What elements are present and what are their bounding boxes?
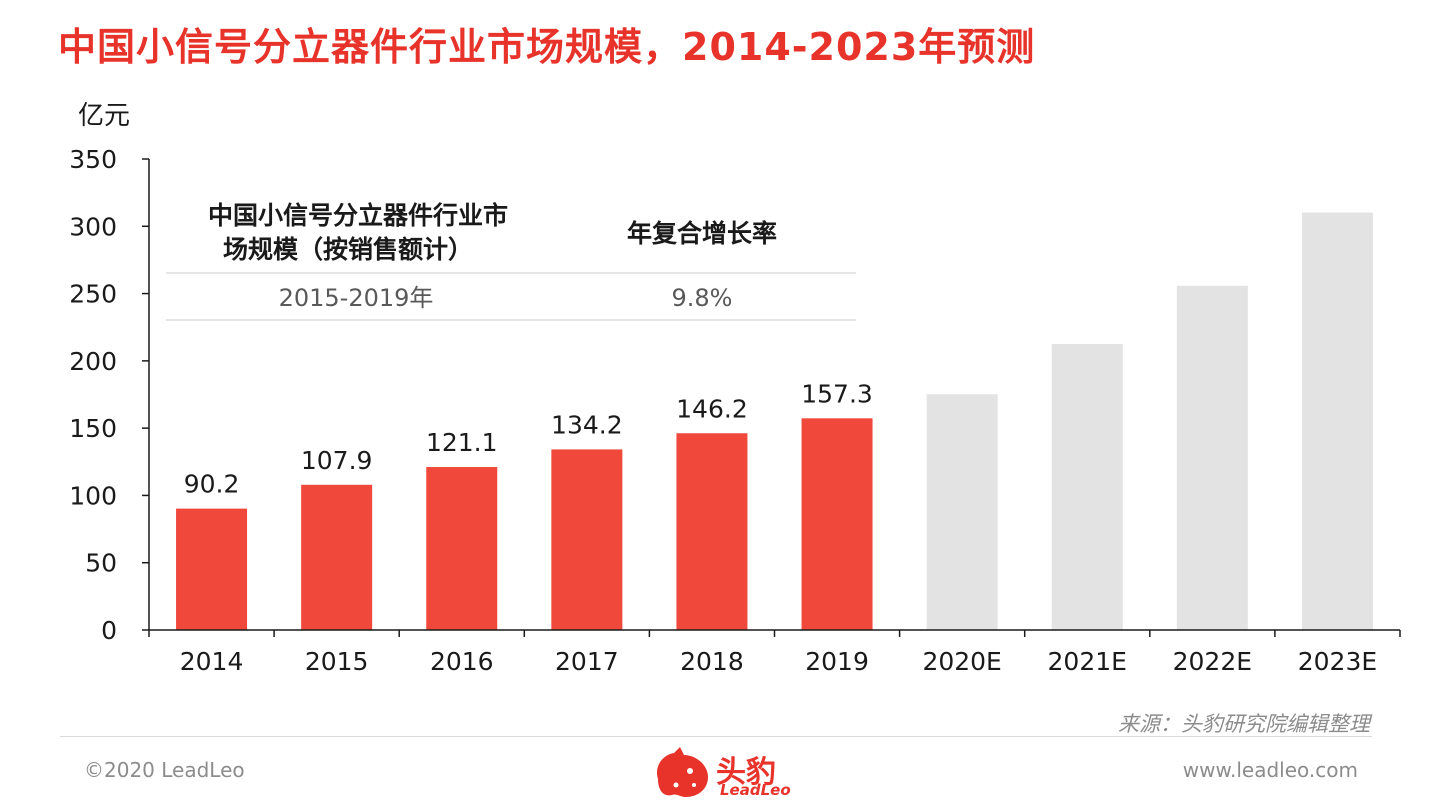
x-tick-label: 2020E <box>922 647 1001 676</box>
x-tick-label: 2019 <box>805 647 869 676</box>
y-tick-label: 250 <box>69 280 117 309</box>
page-title: 中国小信号分立器件行业市场规模，2014-2023年预测 <box>58 25 1036 69</box>
source-note: 来源：头豹研究院编辑整理 <box>1118 712 1370 736</box>
bar-data-label: 121.1 <box>426 428 498 457</box>
bar-data-label: 157.3 <box>801 379 873 408</box>
bar-2015 <box>301 484 373 630</box>
logo-chinese-text: 头豹 <box>716 755 776 790</box>
website-link[interactable]: www.leadleo.com <box>1182 758 1358 782</box>
bar-2018 <box>676 433 748 630</box>
bar-2023E <box>1301 212 1373 630</box>
cagr-col2-header: 年复合增长率 <box>627 219 777 248</box>
x-tick-label: 2018 <box>680 647 744 676</box>
x-tick-label: 2015 <box>305 647 369 676</box>
bar-2014 <box>176 508 248 630</box>
bar-2019 <box>801 418 873 630</box>
x-tick-label: 2022E <box>1173 647 1252 676</box>
bar-data-label: 134.2 <box>551 410 623 439</box>
bar-2021E <box>1051 344 1123 630</box>
bar-data-label: 107.9 <box>301 446 373 475</box>
cagr-period: 2015-2019年 <box>279 284 434 312</box>
bar-data-label: 146.2 <box>676 394 748 423</box>
y-tick-label: 200 <box>69 347 117 376</box>
bar-2017 <box>551 449 623 630</box>
cagr-col1-header-line1: 中国小信号分立器件行业市 <box>208 201 508 230</box>
cagr-col1-header-line2: 场规模（按销售额计） <box>223 235 473 264</box>
y-tick-label: 150 <box>69 414 117 443</box>
cagr-value: 9.8% <box>672 284 733 312</box>
bar-2020E <box>926 394 998 630</box>
x-tick-label: 2021E <box>1048 647 1127 676</box>
y-tick-label: 350 <box>69 145 117 174</box>
x-tick-label: 2016 <box>430 647 494 676</box>
x-tick-label: 2023E <box>1298 647 1377 676</box>
y-axis-unit-label: 亿元 <box>78 101 130 131</box>
leadleo-logo: 头豹 LeadLeo <box>650 745 791 801</box>
x-tick-label: 2014 <box>180 647 244 676</box>
y-tick-label: 300 <box>69 212 117 241</box>
bar-2022E <box>1176 285 1248 630</box>
footer-divider <box>60 736 1372 737</box>
bar-chart: 亿元 0 50 100 150 200 250 300 350 90.2 107.9 121.1 1… <box>69 101 1401 676</box>
bar-2016 <box>426 467 498 630</box>
cagr-table: 中国小信号分立器件行业市 场规模（按销售额计） 年复合增长率 2015-2019… <box>166 201 856 321</box>
x-tick-label: 2017 <box>555 647 619 676</box>
bar-data-label: 90.2 <box>184 470 240 499</box>
y-tick-label: 0 <box>101 616 117 645</box>
y-tick-label: 50 <box>85 549 117 578</box>
logo-english-text: LeadLeo <box>720 781 791 799</box>
leopard-head-icon <box>656 747 708 797</box>
copyright-text: ©2020 LeadLeo <box>84 758 245 782</box>
y-tick-label: 100 <box>69 481 117 510</box>
